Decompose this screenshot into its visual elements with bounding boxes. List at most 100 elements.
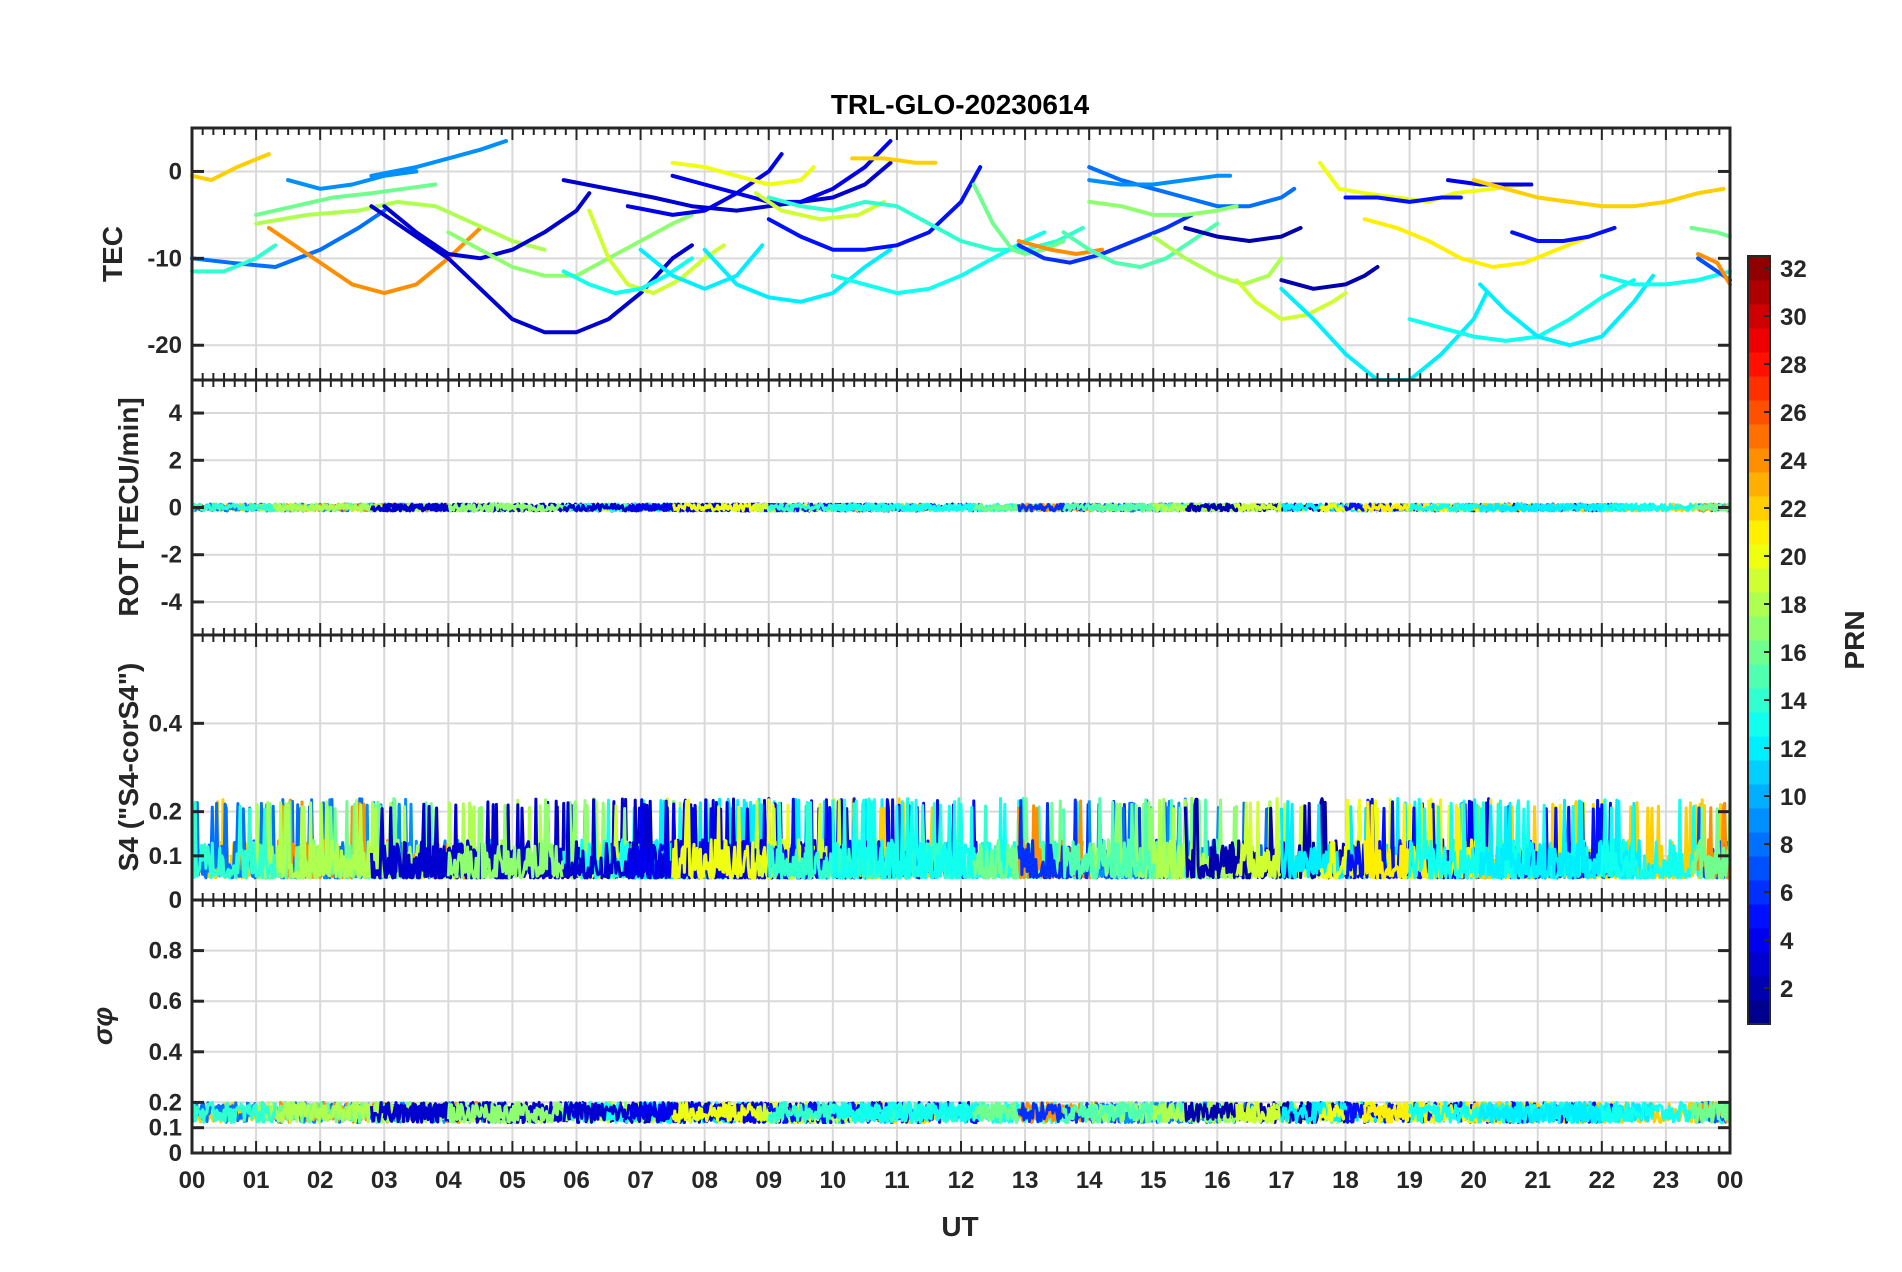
y-tick-label: -20 [147,332,182,359]
sigma-phi-series-group [190,1100,1732,1125]
tec-series-line [1087,199,1239,217]
colorbar-cell [1748,496,1770,521]
tec-series-line [587,208,726,296]
sigma-phi-ticks: 00.10.2 0.4 0.6 0.8 [149,900,1731,1167]
colorbar-cell [1748,520,1770,545]
y-tick-label: 0.4 [149,1039,183,1066]
tec-series-line [1510,225,1617,243]
colorbar-tick-label: 30 [1780,304,1807,331]
colorbar-cell [1748,928,1770,953]
colorbar-cell [1748,568,1770,593]
y-tick-label: -4 [161,589,183,616]
tec-series-line [254,182,438,217]
colorbar-tick-label: 18 [1780,592,1807,619]
y-tick-label: 0.8 [149,938,182,965]
index-series-line [831,1100,1046,1125]
x-tick-label: 20 [1460,1167,1487,1194]
x-tick-label: 11 [884,1167,909,1194]
tec-series-line [1599,269,1732,287]
index-series-line [190,502,276,513]
colorbar-cell [1748,760,1770,785]
tec-series-line [190,208,387,269]
sigma-phi-ylabel: σφ [87,1007,118,1045]
y-tick-label: 0 [169,158,182,185]
colorbar-cell [1748,904,1770,929]
y-tick-label: 0.1 [149,843,182,870]
tec-series-line [625,152,784,217]
colorbar-cell [1748,856,1770,881]
tec-series-line [766,165,983,252]
tec-series-line [850,156,938,165]
tec-series-line [369,139,508,178]
x-tick-label: 12 [948,1167,975,1194]
colorbar-cell [1748,304,1770,329]
x-axis-label: UT [941,1211,978,1242]
tec-series-line [382,191,592,261]
colorbar-cells [1748,256,1770,1025]
y-tick-label: 0 [169,495,182,522]
index-series-line [1690,1100,1732,1125]
colorbar-cell [1748,448,1770,473]
colorbar-cell [1748,376,1770,401]
y-tick-label: -2 [161,542,182,569]
tec-series-line [1407,278,1636,343]
tec-series-line [1362,217,1617,269]
colorbar-tick-label: 16 [1780,640,1807,667]
colorbar-tick-label: 8 [1780,832,1793,859]
tec-series-line [1151,234,1284,287]
x-tick-label: 21 [1524,1167,1551,1194]
tec-series-line [1279,265,1380,291]
x-tick-label: 18 [1332,1167,1359,1194]
colorbar-cell [1748,616,1770,641]
colorbar-tick-label: 24 [1780,448,1807,475]
tec-series-line [670,160,816,187]
x-tick-label: 00 [179,1167,206,1194]
tec-ylabel: TEC [97,226,128,282]
colorbar-cell [1748,784,1770,809]
tec-series-line [1087,165,1297,209]
colorbar-cell [1748,280,1770,305]
index-series-line [190,1100,277,1125]
index-series-line [190,800,277,880]
tec-series-line [190,152,271,183]
tec-series-line [638,243,765,291]
colorbar-cell [1748,1000,1770,1025]
rot-ticks: -4 -2 0 2 4 [161,380,1731,635]
x-tick-label: 17 [1268,1167,1295,1194]
colorbar-cell [1748,352,1770,377]
colorbar-label: PRN [1839,610,1870,669]
colorbar-cell [1748,640,1770,665]
tec-series-line [1471,178,1726,209]
colorbar-tick-label: 10 [1780,784,1807,811]
x-tick-label: 03 [371,1167,398,1194]
tec-series-line [190,243,278,274]
colorbar-cell [1748,400,1770,425]
rot-series-group [190,502,1732,513]
x-tick-label: 22 [1588,1167,1615,1194]
y-tick-label: 0 [169,1140,182,1167]
x-tick-label: 00 [1717,1167,1744,1194]
y-tick-label: -10 [147,245,182,272]
colorbar-tick-label: 12 [1780,736,1807,763]
colorbar-tick-label: 26 [1780,400,1807,427]
x-tick-label: 14 [1076,1167,1103,1194]
colorbar-tick-label: 14 [1780,688,1807,715]
x-tick-label: 09 [755,1167,782,1194]
tec-series-line [561,160,893,213]
x-tick-label: 23 [1653,1167,1680,1194]
index-series-line [1690,502,1732,513]
x-tick-label: 10 [819,1167,846,1194]
tec-series-group [190,139,1732,382]
colorbar-frame [1747,255,1771,1025]
y-tick-label: 0.2 [149,799,182,826]
tec-series-line [1183,225,1303,243]
index-series-line [1478,502,1655,513]
tec-series-line [1234,278,1348,322]
x-tick-label: 07 [627,1167,654,1194]
y-tick-label: 2 [169,447,182,474]
panel-rot: -4 -2 0 2 4 ROT [TECU/min] [113,378,1732,637]
tec-series-line [1061,221,1220,269]
colorbar-cell [1748,592,1770,617]
